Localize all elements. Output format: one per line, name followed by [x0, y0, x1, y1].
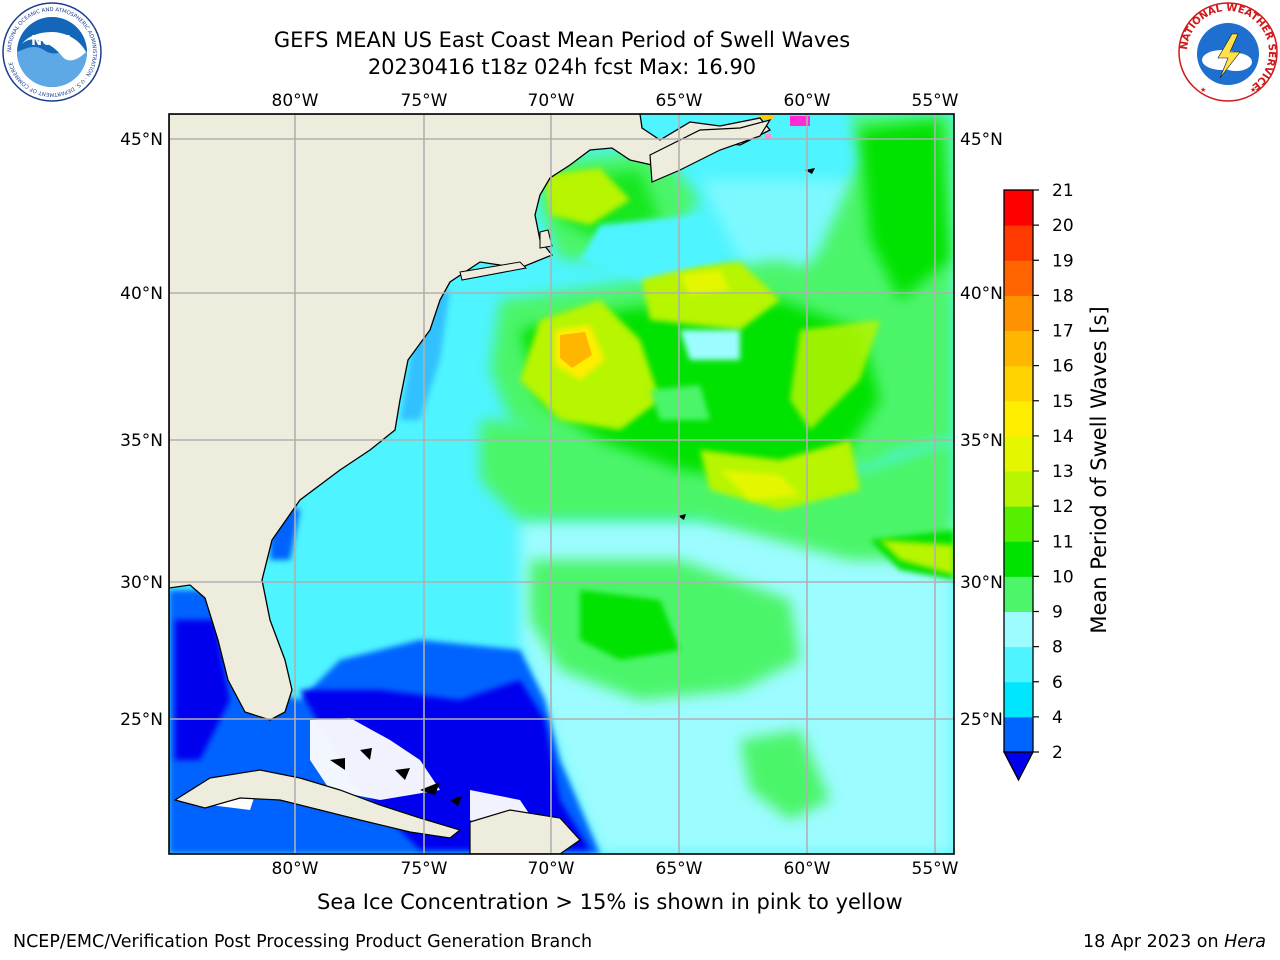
colorbar-segment	[1004, 295, 1033, 331]
colorbar-segment	[1004, 541, 1033, 577]
colorbar-tick-label: 12	[1052, 497, 1074, 517]
footer-machine: Hera	[1224, 932, 1266, 952]
colorbar-tick-label: 18	[1052, 286, 1074, 306]
lon-label-top: 60°W	[784, 91, 831, 111]
colorbar-segment	[1004, 260, 1033, 296]
colorbar-segment	[1004, 716, 1033, 753]
colorbar-tick-label: 8	[1052, 638, 1063, 658]
colorbar-tick-label: 2	[1052, 743, 1063, 763]
svg-text:★: ★	[1250, 86, 1256, 94]
graticule	[169, 114, 954, 854]
lon-label-top: 70°W	[528, 91, 575, 111]
colorbar-tick-label: 9	[1052, 603, 1063, 623]
colorbar-tick-label: 17	[1052, 322, 1074, 342]
land-hispaniola	[469, 809, 581, 854]
map-frame	[168, 113, 955, 855]
lat-label-right: 45°N	[960, 130, 1003, 150]
lon-label-top: 80°W	[272, 91, 319, 111]
lon-label-top: 75°W	[401, 91, 448, 111]
footer-date: 18 Apr 2023 on Hera	[1083, 932, 1266, 952]
colorbar-segment	[1004, 190, 1033, 226]
colorbar-segment	[1004, 400, 1033, 437]
lat-label-left: 40°N	[120, 284, 163, 304]
colorbar-tick-label: 19	[1052, 251, 1074, 271]
nws-logo: NATIONAL WEATHER SERVICE ★ ★	[1178, 2, 1278, 102]
colorbar-tick-label: 10	[1052, 567, 1074, 587]
colorbar-tick-label: 6	[1052, 673, 1063, 693]
colorbar-segment	[1004, 471, 1033, 507]
colorbar-tick-label: 4	[1052, 708, 1063, 728]
lat-label-right: 30°N	[960, 573, 1003, 593]
lat-label-left: 35°N	[120, 431, 163, 451]
land-cuba	[173, 769, 462, 839]
lat-label-right: 25°N	[960, 710, 1003, 730]
lat-label-right: 40°N	[960, 284, 1003, 304]
colorbar-tick-label: 14	[1052, 427, 1074, 447]
colorbar-tick-label: 20	[1052, 216, 1074, 236]
lat-label-right: 35°N	[960, 431, 1003, 451]
lon-label-bottom: 60°W	[784, 859, 831, 879]
lon-label-bottom: 80°W	[272, 859, 319, 879]
colorbar-tick-label: 11	[1052, 532, 1074, 552]
noaa-logo: NATIONAL OCEANIC AND ATMOSPHERIC ADMINIS…	[2, 2, 102, 102]
colorbar-tick-label: 13	[1052, 462, 1074, 482]
colorbar-label: Mean Period of Swell Waves [s]	[1087, 306, 1111, 633]
colorbar-tick-label: 15	[1052, 392, 1074, 412]
colorbar-segment	[1004, 225, 1033, 261]
colorbar-tick-label: 16	[1052, 357, 1074, 377]
lat-label-left: 45°N	[120, 130, 163, 150]
land-nova-scotia	[649, 119, 772, 183]
colorbar-segment	[1004, 330, 1033, 367]
lon-label-bottom: 55°W	[912, 859, 959, 879]
colorbar-segment	[1004, 576, 1033, 612]
sea-ice-note: Sea Ice Concentration > 15% is shown in …	[317, 890, 903, 914]
colorbar-tick-label: 21	[1052, 181, 1074, 201]
colorbar-segment	[1004, 365, 1033, 402]
lon-label-bottom: 70°W	[528, 859, 575, 879]
lon-label-top: 55°W	[912, 91, 959, 111]
lat-label-left: 25°N	[120, 710, 163, 730]
colorbar-segment	[1004, 506, 1033, 542]
chart-subtitle: 20230416 t18z 024h fcst Max: 16.90	[367, 55, 757, 79]
footer-credit: NCEP/EMC/Verification Post Processing Pr…	[13, 932, 593, 952]
svg-text:★: ★	[1200, 86, 1206, 94]
lon-label-bottom: 75°W	[401, 859, 448, 879]
swell-period-field	[169, 114, 954, 854]
lat-label-left: 30°N	[120, 573, 163, 593]
colorbar-segment	[1004, 435, 1033, 472]
colorbar-segment	[1004, 646, 1033, 683]
footer-date-text: 18 Apr 2023 on	[1083, 932, 1225, 952]
colorbar-segment	[1004, 611, 1033, 648]
colorbar-segment	[1004, 681, 1033, 718]
colorbar: 2 4 6 8 9 10 11 12 13 14 15 16 17 18 19 20 21	[1002, 181, 1074, 782]
colorbar-under-extension	[1002, 751, 1035, 782]
lon-label-top: 65°W	[656, 91, 703, 111]
noaa-text: NOAA	[31, 34, 73, 49]
lon-label-bottom: 65°W	[656, 859, 703, 879]
chart-title: GEFS MEAN US East Coast Mean Period of S…	[273, 28, 851, 52]
